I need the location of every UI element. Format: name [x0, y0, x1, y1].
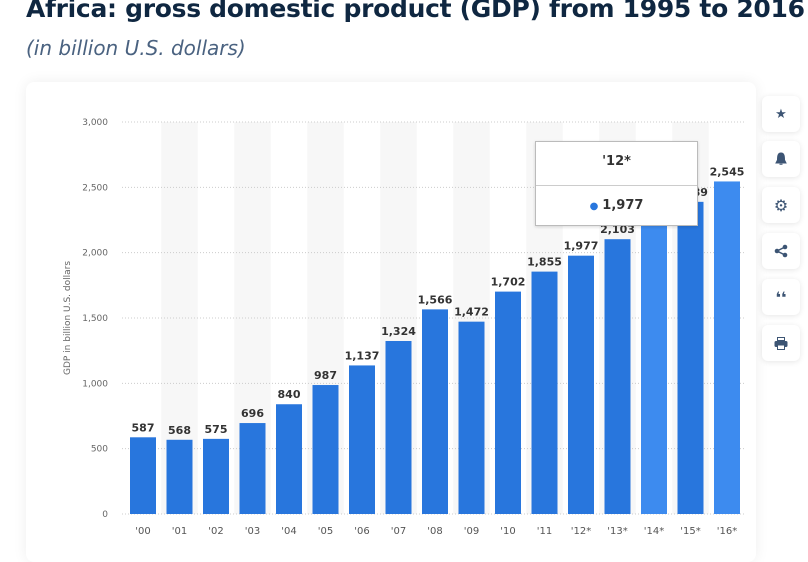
- y-tick-label: 1,000: [82, 379, 108, 389]
- bar-chart: 0 500 1,000 1,500 2,000 2,500 3,000 GDP in bill…: [63, 118, 745, 537]
- x-tick-label: '03: [245, 526, 260, 537]
- x-tick-label: '07: [391, 526, 406, 537]
- quote-icon: ❛❛: [775, 287, 787, 307]
- bar[interactable]: [604, 239, 631, 514]
- bar[interactable]: [203, 438, 229, 514]
- data-label: 840: [278, 388, 301, 401]
- tooltip-value: 1,977: [602, 198, 644, 213]
- x-tick-label: '06: [354, 526, 369, 537]
- data-label: 575: [205, 423, 228, 436]
- data-label: 1,137: [345, 349, 380, 362]
- x-tick-label: '15*: [680, 526, 700, 537]
- page-title: Africa: gross domestic product (GDP) fro…: [26, 0, 805, 23]
- data-label: 1,977: [564, 240, 599, 253]
- data-label: 587: [132, 421, 155, 434]
- chart-tooltip: '12* ● 1,977: [535, 141, 698, 226]
- x-tick-label: '00: [135, 526, 150, 537]
- cite-button[interactable]: ❛❛: [762, 279, 800, 315]
- x-tick-label: '04: [281, 526, 296, 537]
- data-label: 1,324: [381, 325, 416, 338]
- x-tick-label: '10: [500, 526, 515, 537]
- bar[interactable]: [568, 255, 594, 514]
- y-tick-label: 1,500: [82, 314, 108, 324]
- x-tick-label: '13*: [607, 526, 627, 537]
- data-label: 1,702: [491, 276, 526, 289]
- settings-button[interactable]: ⚙: [762, 187, 800, 223]
- bar[interactable]: [495, 291, 521, 514]
- x-tick-label: '14*: [644, 526, 664, 537]
- y-tick-label: 500: [91, 445, 108, 455]
- tooltip-value-row: ● 1,977: [536, 186, 697, 227]
- gear-icon: ⚙: [773, 195, 789, 215]
- print-icon: [774, 336, 788, 350]
- bar[interactable]: [130, 437, 156, 514]
- bar[interactable]: [349, 365, 375, 514]
- x-tick-label: '01: [172, 526, 187, 537]
- bar[interactable]: [714, 181, 740, 514]
- notification-button[interactable]: [762, 141, 800, 177]
- x-tick-label: '02: [208, 526, 223, 537]
- print-button[interactable]: [762, 325, 800, 361]
- page-subtitle: (in billion U.S. dollars): [26, 36, 246, 60]
- bar[interactable]: [458, 321, 485, 514]
- star-icon: ★: [775, 106, 787, 122]
- share-icon: [774, 244, 788, 258]
- bar[interactable]: [385, 340, 412, 514]
- x-tick-label: '08: [427, 526, 442, 537]
- x-tick-label: '11: [537, 526, 552, 537]
- data-label: 696: [241, 407, 264, 420]
- y-axis-label: GDP in billion U.S. dollars: [63, 261, 73, 375]
- y-tick-label: 3,000: [82, 118, 108, 128]
- bar[interactable]: [641, 221, 667, 514]
- bar[interactable]: [276, 404, 302, 514]
- y-tick-label: 2,000: [82, 249, 108, 259]
- x-tick-label: '16*: [717, 526, 737, 537]
- data-label: 1,566: [418, 293, 453, 306]
- data-label: 2,545: [710, 165, 745, 178]
- series-dot-icon: ●: [589, 201, 599, 212]
- y-tick-label: 2,500: [82, 183, 108, 193]
- x-tick-label: '12*: [571, 526, 591, 537]
- bar[interactable]: [239, 423, 266, 514]
- data-label: 1,472: [454, 306, 489, 319]
- bar[interactable]: [677, 201, 704, 514]
- data-label: 987: [314, 369, 337, 382]
- data-label: 2,103: [600, 223, 635, 236]
- x-tick-label: '09: [464, 526, 479, 537]
- bell-icon: [775, 152, 787, 165]
- bar[interactable]: [312, 385, 339, 514]
- data-label: 1,855: [527, 256, 562, 269]
- bar[interactable]: [422, 309, 448, 514]
- bar[interactable]: [166, 439, 193, 514]
- favorite-button[interactable]: ★: [762, 96, 800, 132]
- bar[interactable]: [531, 271, 558, 514]
- y-tick-label: 0: [102, 510, 108, 520]
- x-tick-label: '05: [318, 526, 333, 537]
- tooltip-category: '12*: [536, 142, 697, 186]
- share-button[interactable]: [762, 233, 800, 269]
- data-label: 568: [168, 424, 191, 437]
